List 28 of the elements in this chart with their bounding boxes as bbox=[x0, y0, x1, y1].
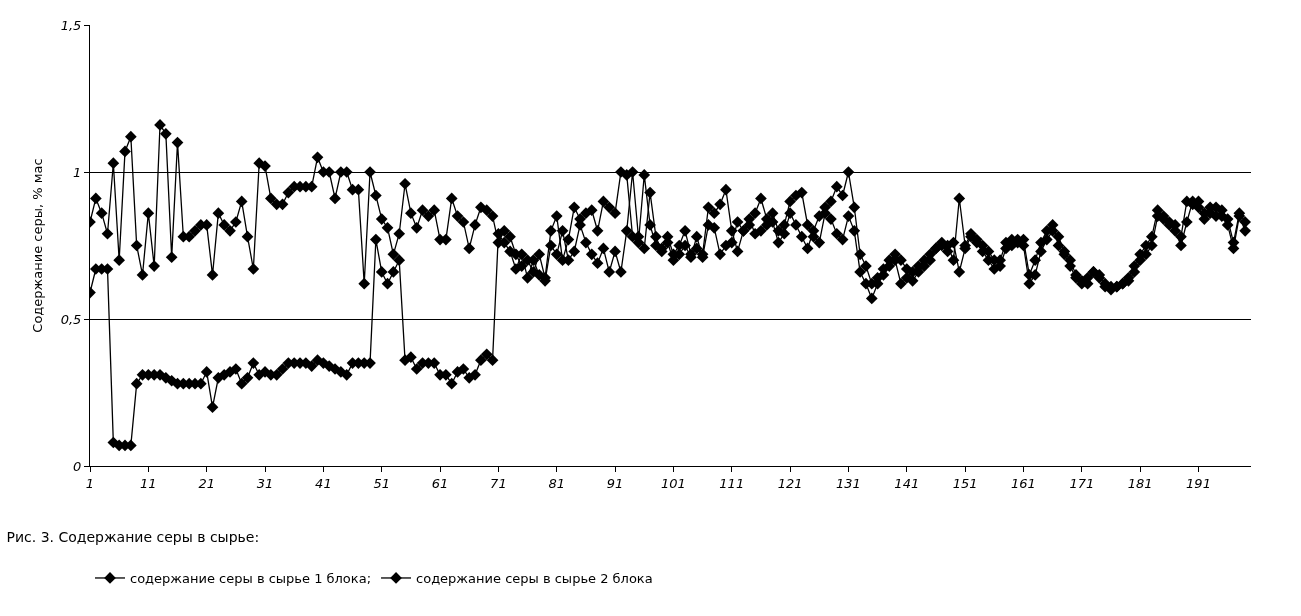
x-tick-label: 101 bbox=[661, 475, 686, 491]
x-tick-label: 191 bbox=[1186, 475, 1211, 491]
x-tick-label: 91 bbox=[606, 475, 624, 491]
x-tick-label: 171 bbox=[1069, 475, 1095, 491]
y-axis-title: Содержание серы, % мас bbox=[29, 158, 45, 333]
x-tick-label: 111 bbox=[719, 475, 745, 491]
x-tick-label: 51 bbox=[373, 475, 390, 491]
y-tick-label: 0 bbox=[73, 458, 82, 474]
x-tick-label: 161 bbox=[1011, 475, 1036, 491]
x-tick-label: 121 bbox=[777, 475, 803, 491]
x-tick-label: 1 bbox=[85, 475, 95, 491]
x-tick-label: 31 bbox=[256, 475, 274, 491]
y-tick-label: 0,5 bbox=[60, 311, 82, 327]
x-tick-label: 181 bbox=[1127, 475, 1153, 491]
y-tick-label: 1 bbox=[73, 164, 82, 180]
text: Рис. 3. Содержание серы в сырье: bbox=[6, 529, 260, 546]
x-tick-label: 81 bbox=[548, 475, 565, 491]
x-tick-label: 141 bbox=[894, 475, 920, 491]
legend-label: содержание серы в сырье 2 блока bbox=[416, 571, 653, 587]
y-tick-label: 1,5 bbox=[60, 17, 82, 33]
legend-label: содержание серы в сырье 1 блока; bbox=[130, 571, 372, 587]
x-tick-label: 131 bbox=[836, 475, 861, 491]
x-tick-label: 21 bbox=[198, 475, 215, 491]
x-tick-label: 71 bbox=[490, 475, 507, 491]
x-tick-label: 61 bbox=[431, 475, 449, 491]
x-tick-label: 41 bbox=[315, 475, 332, 491]
x-tick-label: 11 bbox=[140, 475, 157, 491]
x-tick-label: 151 bbox=[952, 475, 978, 491]
